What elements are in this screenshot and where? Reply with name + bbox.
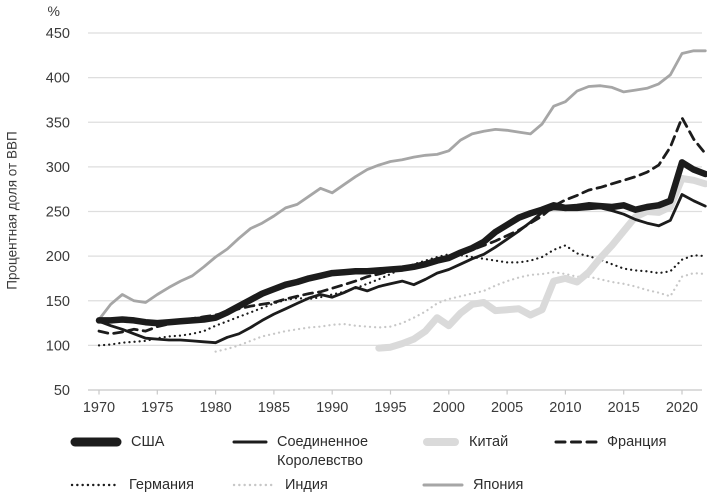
x-tick-label: 1985 (258, 400, 290, 416)
series-line-india (214, 271, 707, 353)
x-tick-label: 2020 (666, 400, 698, 416)
x-tick-label: 2015 (608, 400, 640, 416)
y-axis-title: Процентная доля от ВВП (4, 131, 20, 290)
y-tick-label: 350 (46, 115, 70, 131)
plot-area: 50 100 150 200 250 300 350 400 450 1970 1975 1980 19… (46, 26, 707, 416)
x-tick-label: 1970 (83, 400, 115, 416)
x-tick-label: 1990 (316, 400, 348, 416)
legend-label: США (131, 434, 165, 450)
legend-item-usa: США (70, 433, 232, 471)
legend-swatch-france (554, 440, 598, 444)
y-tick-label: 300 (46, 160, 70, 176)
x-tick-label: 1980 (199, 400, 231, 416)
legend-label: Германия (129, 476, 195, 493)
legend-label: Соединенное Королевство (277, 434, 369, 469)
y-tick-label: 150 (46, 294, 70, 310)
x-tick-label: 2000 (433, 400, 465, 416)
series-line-usa (95, 159, 707, 327)
legend-swatch-india (232, 483, 276, 486)
series-line-germany (97, 244, 707, 347)
legend: США Соединенное Королевство Китай Франция Ге… (70, 433, 706, 495)
y-tick-label: 50 (54, 383, 70, 399)
legend-swatch-japan (422, 483, 464, 487)
legend-item-japan: Япония (422, 476, 554, 495)
legend-swatch-usa (70, 437, 122, 447)
legend-label: Франция (607, 434, 667, 450)
legend-item-uk: Соединенное Королевство (232, 433, 422, 471)
legend-item-france: Франция (554, 433, 704, 471)
legend-swatch-china (423, 438, 459, 446)
series-line-japan (97, 49, 707, 321)
legend-swatch-uk (232, 440, 268, 444)
legend-label: Индия (285, 476, 328, 493)
legend-item-india: Индия (232, 476, 422, 495)
y-axis-unit-label: % (47, 3, 60, 19)
x-tick-label: 1995 (374, 400, 406, 416)
x-tick-label: 1975 (141, 400, 173, 416)
legend-label: Китай (469, 434, 509, 450)
legend-label: Япония (473, 476, 524, 493)
series-line-china (375, 175, 707, 352)
series-line-france (97, 116, 707, 336)
y-tick-label: 250 (46, 205, 70, 221)
y-tick-label: 100 (46, 338, 70, 354)
x-tick-label: 2005 (491, 400, 523, 416)
legend-item-china: Китай (422, 433, 554, 471)
x-tick-label: 2010 (549, 400, 581, 416)
legend-item-germany: Германия (70, 476, 232, 495)
y-tick-label: 400 (46, 71, 70, 87)
y-tick-label: 200 (46, 249, 70, 265)
y-tick-label: 450 (46, 26, 70, 42)
legend-swatch-germany (70, 483, 120, 486)
